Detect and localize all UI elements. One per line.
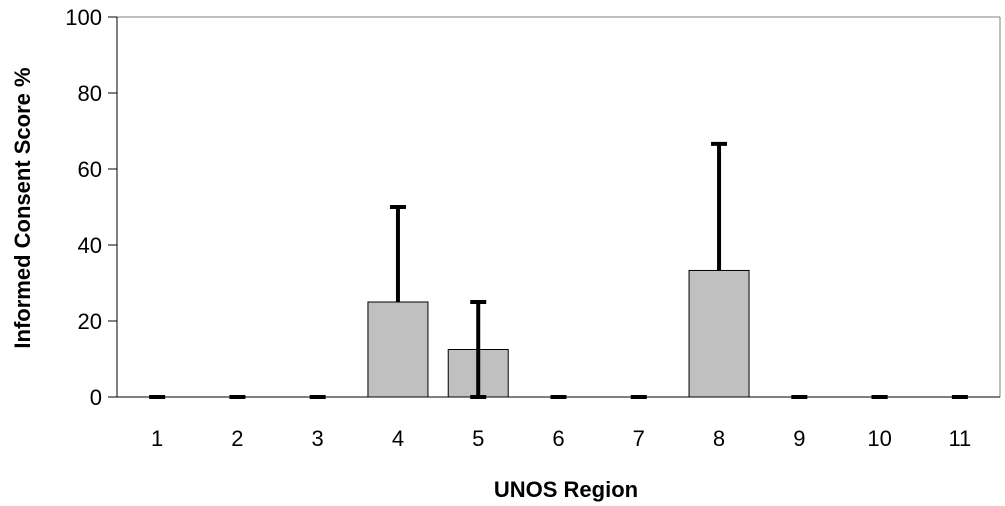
x-tick-label: 8 (713, 426, 725, 451)
plot-area: 0 20 40 60 80 100 1 2 3 4 5 6 7 8 9 10 11 (65, 5, 1001, 451)
y-tick-label: 80 (78, 81, 102, 106)
x-tick-label: 1 (151, 426, 163, 451)
y-tick-label: 40 (78, 233, 102, 258)
x-tick-label: 6 (552, 426, 564, 451)
x-tick-label: 7 (633, 426, 645, 451)
x-tick-label: 2 (231, 426, 243, 451)
y-tick-label: 0 (90, 385, 102, 410)
x-tick-label: 3 (312, 426, 324, 451)
y-axis-title: Informed Consent Score % (10, 67, 35, 348)
bar (367, 301, 429, 398)
x-axis-title: UNOS Region (494, 477, 638, 502)
x-tick-label: 5 (472, 426, 484, 451)
x-tick-label: 4 (392, 426, 404, 451)
x-tick-label: 9 (793, 426, 805, 451)
x-tick-label: 10 (867, 426, 891, 451)
y-tick-label: 60 (78, 157, 102, 182)
y-tick-label: 20 (78, 309, 102, 334)
x-tick-label: 11 (948, 426, 971, 451)
y-tick-label: 100 (65, 5, 102, 30)
bar (688, 269, 750, 398)
